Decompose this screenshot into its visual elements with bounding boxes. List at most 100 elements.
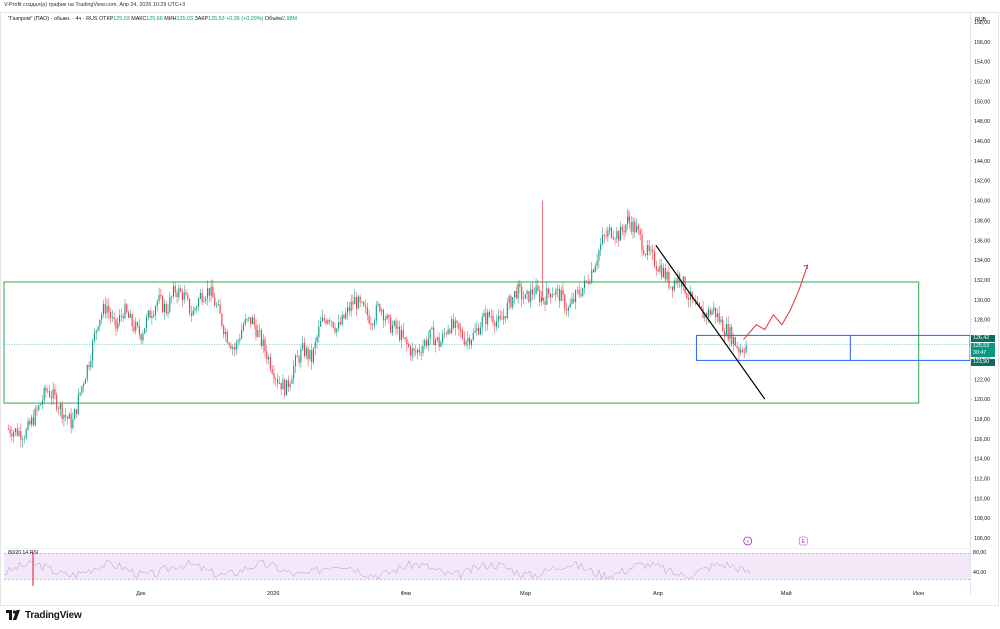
range-box[interactable] [3,281,920,404]
forecast-arrow-path[interactable] [743,264,809,340]
candle-body [145,317,148,329]
candle-body [666,271,668,280]
candle-body [479,327,481,335]
candle-body [434,339,437,345]
candle-body [562,289,564,296]
candle-body [738,347,740,353]
candle-body [264,339,266,352]
candle-body [465,341,467,345]
candle-body [481,316,483,328]
candle-body [329,320,331,322]
candle-body [321,317,323,322]
candle-body [627,216,629,225]
price-tick-label: 130,00 [974,298,990,304]
candle-body [487,311,489,325]
candle-body [727,323,729,340]
candle-body [566,309,568,311]
candle-body [192,310,194,316]
candle-body [266,351,268,360]
candle-body [454,320,456,328]
box-bottom-price-badge: 123,90 [971,359,995,366]
candle-body [438,337,440,347]
candle-body [215,304,218,306]
candle-body [652,250,654,253]
time-tick-label: Апр [653,591,663,597]
currency-label[interactable]: RUB [975,17,987,23]
tradingview-logo[interactable]: TradingView [6,609,82,621]
rsi-title[interactable]: 80/20 14 RSI [8,550,39,556]
candle-body [31,417,33,425]
candle-body [330,321,332,322]
rsi-band [4,553,970,580]
candle-body [294,355,297,367]
candle-body [212,286,214,298]
candle-body [567,307,569,311]
candle-body [433,327,435,345]
candle-body [418,349,420,352]
candle-body [377,304,379,306]
earnings-event-icon[interactable] [798,536,808,546]
candle-body [654,252,656,267]
candle-body [75,409,78,414]
candle-body [691,291,693,300]
open-value: 125,03 [113,16,130,22]
candle-body [293,366,295,379]
candle-body [77,394,79,414]
candle-body [338,322,340,329]
candle-body [420,351,422,353]
candle-body [88,365,90,368]
candle-body [485,312,487,325]
candle-body [208,288,210,296]
candle-body [79,392,81,395]
candle-body [585,280,587,282]
trendline[interactable] [655,244,766,400]
candle-body [273,373,275,379]
candle-body [603,234,605,236]
price-axis[interactable] [970,12,1000,594]
candle-body [320,321,322,327]
candle-body [260,330,262,347]
price-tick-label: 156,00 [974,40,990,46]
candle-body [505,316,507,319]
price-tick-label: 110,00 [974,496,990,502]
event-icon-glyph: ⚡ [746,539,750,545]
candle-body [224,331,227,335]
candle-body [673,280,675,291]
symbol-name[interactable]: "Газпром" (ПАО) · обыкн. · 4ч · RUS [8,16,98,22]
price-tick-label: 114,00 [974,457,990,463]
candle-body [370,323,372,325]
price-tick-label: 112,00 [974,477,990,483]
price-tick-label: 108,00 [974,516,990,522]
candle-body [203,300,205,302]
candle-body [142,333,144,341]
candle-body [628,216,630,223]
candle-body [391,325,394,333]
candle-body [501,319,503,320]
candle-body [630,222,632,232]
candle-body [83,383,85,387]
candle-body [140,334,142,341]
candle-body [56,394,58,410]
candle-body [237,340,239,343]
candle-body [318,326,320,337]
candle-body [242,324,244,331]
candle-body [732,337,735,345]
candle-body [259,330,261,331]
candle-body [548,288,550,294]
candle-body [408,344,410,347]
candle-body [605,235,607,237]
time-tick-label: Мар [520,591,531,597]
candle-body [136,322,139,326]
candle-body [144,328,146,334]
candle-body [65,415,67,417]
candle-body [158,295,160,302]
symbol-info-bar[interactable]: "Газпром" (ПАО) · обыкн. · 4ч · RUS ОТКР… [8,16,297,22]
candle-body [115,319,117,329]
dividend-event-icon[interactable] [743,536,753,546]
candle-body [185,292,187,295]
candle-body [364,305,367,308]
candle-body [729,326,731,340]
candle-body [95,330,97,333]
rsi-lower-level-label: 40,00 [973,570,987,576]
